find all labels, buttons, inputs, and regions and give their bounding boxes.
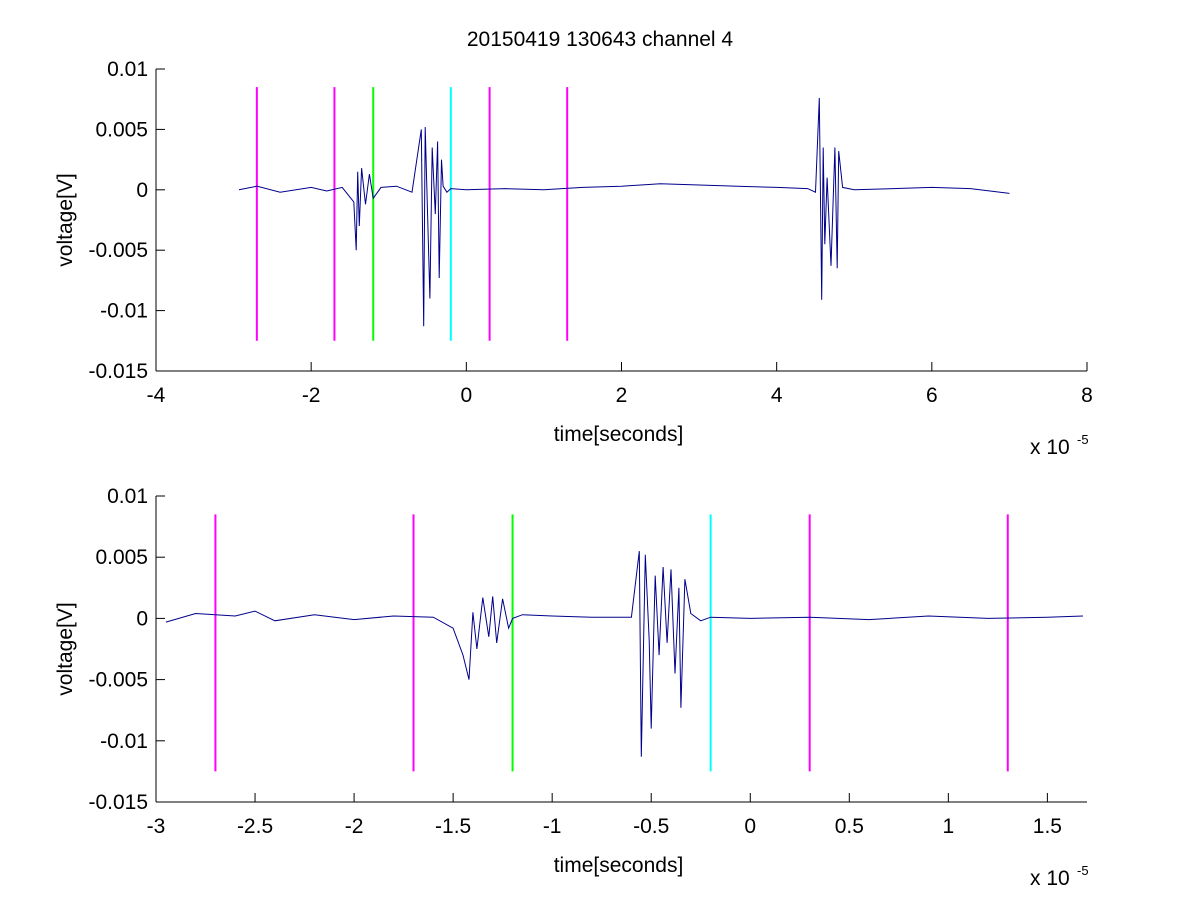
x-tick-label: 1 bbox=[942, 815, 954, 838]
signal-series-line bbox=[165, 551, 1084, 757]
y-tick-label: -0.01 bbox=[100, 300, 148, 323]
y-tick-label: -0.015 bbox=[88, 791, 148, 814]
x-multiplier-label: x 10 bbox=[1030, 436, 1070, 459]
x-tick-label: -2.5 bbox=[237, 815, 273, 838]
y-tick-label: -0.005 bbox=[88, 669, 148, 692]
y-axis-label: voltage[V] bbox=[54, 173, 77, 266]
y-tick-label: -0.015 bbox=[88, 360, 148, 383]
x-tick-label: 0 bbox=[744, 815, 756, 838]
x-axis-label: time[seconds] bbox=[554, 423, 684, 446]
x-tick-label: 0.5 bbox=[835, 815, 864, 838]
signal-series-line bbox=[238, 97, 1010, 327]
chart-title: 20150419 130643 channel 4 bbox=[466, 28, 734, 51]
x-multiplier-label: x 10 bbox=[1030, 867, 1070, 890]
x-tick-label: -1 bbox=[543, 815, 562, 838]
x-axis-label: time[seconds] bbox=[554, 854, 684, 877]
x-tick-label: -4 bbox=[147, 384, 166, 407]
bottom-axes: -3 -2.5 -2 -1.5 -1 -0.5 0 0.5 1 1.5 0.01 0.005 0 -0.0… bbox=[54, 485, 1089, 890]
x-tick-label: 6 bbox=[926, 384, 938, 407]
x-tick-label: 0 bbox=[460, 384, 472, 407]
y-tick-label: 0 bbox=[136, 607, 148, 630]
x-tick-label: 4 bbox=[771, 384, 783, 407]
y-tick-label: 0.005 bbox=[95, 118, 148, 141]
x-tick-label: 2 bbox=[616, 384, 628, 407]
x-multiplier-exponent: -5 bbox=[1077, 863, 1089, 878]
y-tick-label: -0.01 bbox=[100, 730, 148, 753]
x-tick-label: 8 bbox=[1081, 384, 1093, 407]
y-tick-label: 0.01 bbox=[107, 485, 148, 508]
y-tick-label: 0.01 bbox=[107, 58, 148, 81]
x-multiplier-exponent: -5 bbox=[1077, 432, 1089, 447]
y-tick-label: -0.005 bbox=[88, 239, 148, 262]
x-tick-label: -0.5 bbox=[633, 815, 669, 838]
x-tick-label: -3 bbox=[147, 815, 166, 838]
x-tick-label: -2 bbox=[302, 384, 321, 407]
y-axis-label: voltage[V] bbox=[54, 602, 77, 695]
x-tick-label: 1.5 bbox=[1033, 815, 1062, 838]
y-tick-label: 0 bbox=[136, 179, 148, 202]
x-tick-label: -1.5 bbox=[435, 815, 471, 838]
x-tick-label: -2 bbox=[345, 815, 364, 838]
y-tick-label: 0.005 bbox=[95, 546, 148, 569]
top-axes: -4 -2 0 2 4 6 8 0.01 0.005 0 -0.005 -0.01 -0.015 time… bbox=[54, 58, 1093, 459]
